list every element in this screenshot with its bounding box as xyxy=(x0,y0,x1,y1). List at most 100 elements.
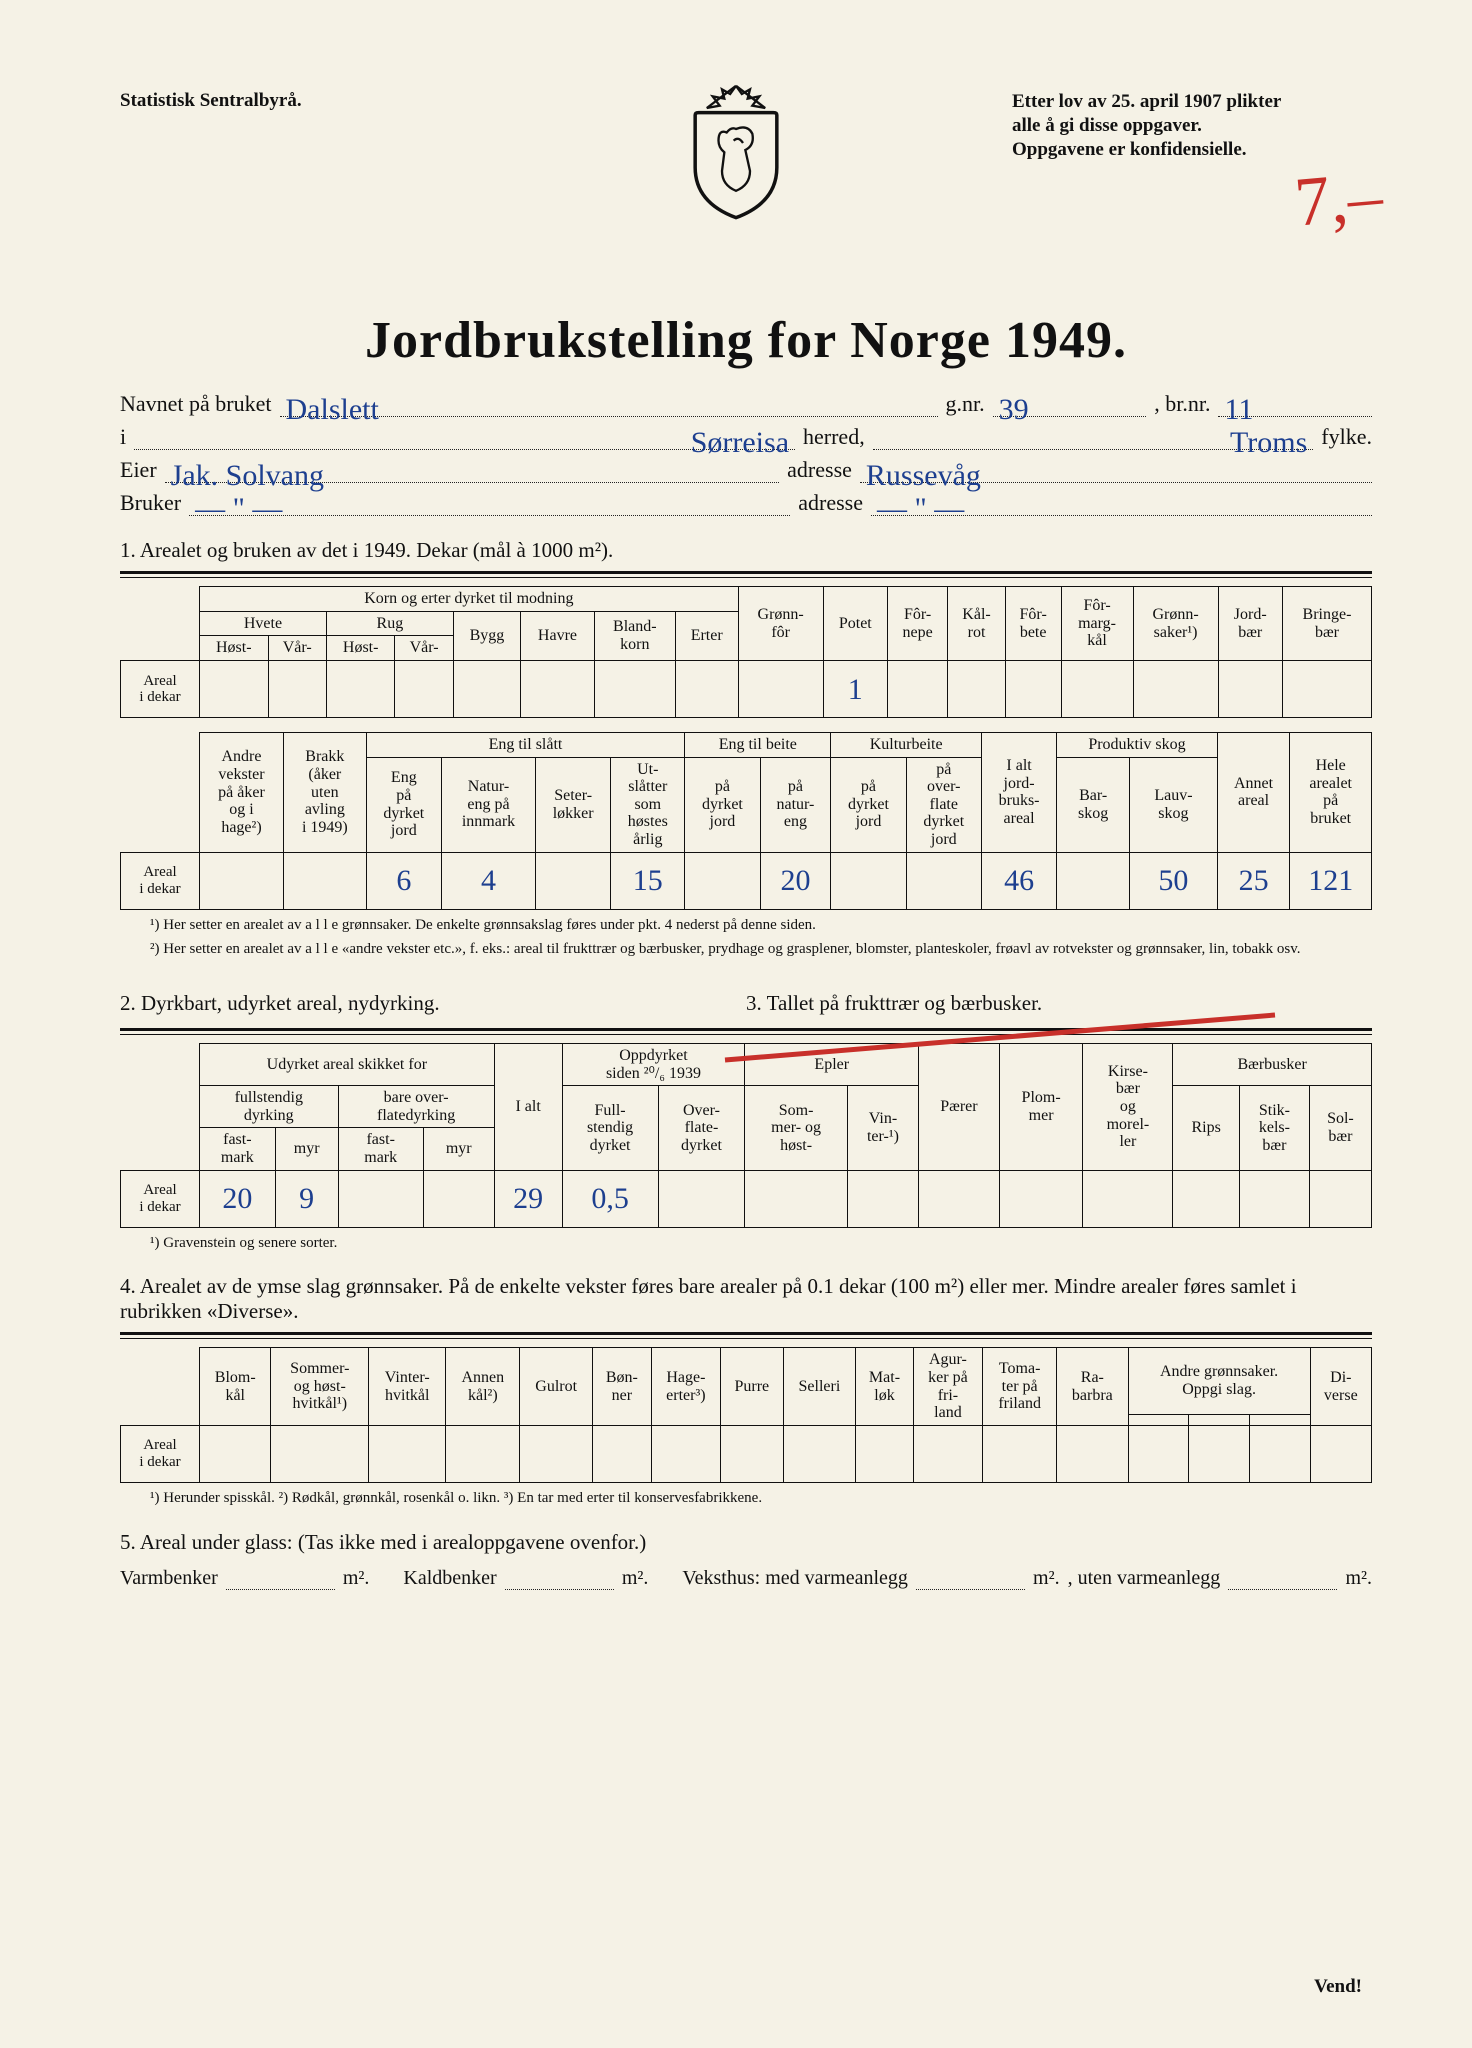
tomater-col: Toma- ter på friland xyxy=(983,1348,1057,1425)
owner-value: Jak. Solvang xyxy=(165,459,330,492)
hageerter-col: Hage- erter³) xyxy=(651,1348,720,1425)
rule xyxy=(120,1028,1372,1035)
fylke-value: Troms xyxy=(1224,426,1313,460)
solbaer-col: Sol- bær xyxy=(1309,1086,1371,1170)
havre-col: Havre xyxy=(520,611,594,660)
eng-dyrket-val: 6 xyxy=(366,852,441,909)
rug-col: Rug xyxy=(326,611,453,636)
gronnfor-col: Grønn- fôr xyxy=(738,587,823,661)
udyrket-group: Udyrket areal skikket for xyxy=(200,1044,495,1086)
hvete-col: Hvete xyxy=(200,611,327,636)
myr-1: myr xyxy=(275,1128,338,1170)
hele-col: Hele arealet på bruket xyxy=(1290,733,1372,853)
sommerkal-col: Sommer- og høst- hvitkål¹) xyxy=(271,1348,369,1425)
legal-notice: Etter lov av 25. april 1907 plikter alle… xyxy=(1012,90,1372,161)
identification-block: Navnet på bruket Dalslett g.nr. 39 , br.… xyxy=(120,390,1372,516)
natureng-col: Natur- eng på innmark xyxy=(441,757,535,852)
utslatter-val: 15 xyxy=(611,852,685,909)
user-address-value: — " — xyxy=(871,492,970,525)
fullst-group: fullstendig dyrking xyxy=(200,1086,339,1128)
veksthus-label: Veksthus: med varmeanlegg xyxy=(682,1567,908,1590)
section-3-head: 3. Tallet på frukttrær og bærbusker. xyxy=(746,991,1372,1016)
s1-footnote-1: ¹) Her setter en arealet av a l l e grøn… xyxy=(150,916,1372,935)
i-label: i xyxy=(120,424,126,450)
s4-footnote: ¹) Herunder spisskål. ²) Rødkål, grønnkå… xyxy=(150,1489,1372,1508)
uten-label: , uten varmeanlegg xyxy=(1068,1567,1221,1590)
herred-value: Sørreisa xyxy=(685,426,795,460)
kaldbenker-label: Kaldbenker xyxy=(403,1567,496,1590)
beite-dyrket-col: på dyrket jord xyxy=(685,757,760,852)
rabarbra-col: Ra- barbra xyxy=(1057,1348,1128,1425)
lauvskog-val: 50 xyxy=(1130,852,1218,909)
andre-col: Andre vekster på åker og i hage²) xyxy=(200,733,284,853)
area-table-1: Korn og erter dyrket til modning Grønn- … xyxy=(120,586,1372,718)
barskog-col: Bar- skog xyxy=(1057,757,1130,852)
bringebaer-col: Bringe- bær xyxy=(1282,587,1371,661)
erter-col: Erter xyxy=(675,611,738,660)
owner-address-value: Russevåg xyxy=(860,459,987,492)
over-col: Over- flate- dyrket xyxy=(658,1086,745,1170)
kirse-col: Kirse- bær og morel- ler xyxy=(1083,1044,1173,1171)
census-form-page: Statistisk Sentralbyrå. Etter lov av 25.… xyxy=(0,0,1472,2048)
ialt-col: I alt xyxy=(494,1044,562,1171)
gnr-label: g.nr. xyxy=(946,391,985,417)
full-val: 0,5 xyxy=(562,1170,658,1227)
seter-col: Seter- løkker xyxy=(536,757,611,852)
oppdyrket-group: Oppdyrket siden ²⁰/₆ 1939 xyxy=(562,1044,745,1086)
m2-2: m². xyxy=(622,1567,649,1590)
purre-col: Purre xyxy=(721,1348,784,1425)
potet-value: 1 xyxy=(823,661,887,718)
formargkal-col: Fôr- marg- kål xyxy=(1061,587,1133,661)
paerer-col: Pærer xyxy=(919,1044,1000,1171)
fylke-label: fylke. xyxy=(1321,424,1372,450)
natureng-val: 4 xyxy=(441,852,535,909)
hvete-vaar: Vår- xyxy=(268,636,326,661)
varmbenker-label: Varmbenker xyxy=(120,1567,218,1590)
ialt-val-2: 29 xyxy=(494,1170,562,1227)
rug-host: Høst- xyxy=(326,636,395,661)
fastmark-2: fast- mark xyxy=(338,1128,423,1170)
sommer-col: Som- mer- og høst- xyxy=(745,1086,847,1170)
hvete-host: Høst- xyxy=(200,636,269,661)
myr-val: 9 xyxy=(275,1170,338,1227)
prod-skog-group: Produktiv skog xyxy=(1057,733,1218,758)
jordbaer-col: Jord- bær xyxy=(1218,587,1282,661)
vinter-col: Vin- ter-¹) xyxy=(847,1086,918,1170)
area-table-3: Udyrket areal skikket for I alt Oppdyrke… xyxy=(120,1043,1372,1228)
ialt-val: 46 xyxy=(981,852,1056,909)
t1-rowlabel: Areal i dekar xyxy=(121,661,200,718)
bareover-group: bare over- flatedyrking xyxy=(338,1086,494,1128)
agency-name: Statistisk Sentralbyrå. xyxy=(120,90,302,112)
utslatter-col: Ut- slåtter som høstes årlig xyxy=(611,757,685,852)
pa-natureng-val: 20 xyxy=(760,852,831,909)
andre-group: Andre grønnsaker. Oppgi slag. xyxy=(1128,1348,1310,1414)
form-title: Jordbrukstelling for Norge 1949. xyxy=(120,311,1372,370)
stikkels-col: Stik- kels- bær xyxy=(1240,1086,1310,1170)
lauvskog-col: Lauv- skog xyxy=(1130,757,1218,852)
plommer-col: Plom- mer xyxy=(999,1044,1083,1171)
potet-col: Potet xyxy=(823,587,887,661)
norway-crest-icon xyxy=(676,80,796,220)
baerbusker-group: Bærbusker xyxy=(1173,1044,1372,1086)
farm-name-value: Dalslett xyxy=(280,393,385,426)
m2-1: m². xyxy=(343,1567,370,1590)
brnr-value: 11 xyxy=(1218,393,1259,426)
s1-footnote-2: ²) Her setter en arealet av a l l e «and… xyxy=(150,940,1372,959)
turn-over-label: Vend! xyxy=(1314,1976,1362,1998)
gulrot-col: Gulrot xyxy=(520,1348,593,1425)
bland-col: Bland- korn xyxy=(594,611,675,660)
brnr-label: , br.nr. xyxy=(1154,391,1210,417)
epler-group: Epler xyxy=(745,1044,919,1086)
user-value: — " — xyxy=(189,492,288,525)
m2-3: m². xyxy=(1033,1567,1060,1590)
section-4-head: 4. Arealet av de ymse slag grønnsaker. P… xyxy=(120,1274,1372,1324)
rug-vaar: Vår- xyxy=(395,636,453,661)
fastmark-val: 20 xyxy=(200,1170,276,1227)
bonner-col: Bøn- ner xyxy=(593,1348,652,1425)
herred-label: herred, xyxy=(803,424,865,450)
kalrot-col: Kål- rot xyxy=(948,587,1006,661)
kultur-dyrket-col: på dyrket jord xyxy=(831,757,906,852)
legal-line-1: Etter lov av 25. april 1907 plikter xyxy=(1012,91,1281,112)
ialt-col: I alt jord- bruks- areal xyxy=(981,733,1056,853)
legal-line-3: Oppgavene er konfidensielle. xyxy=(1012,139,1247,160)
